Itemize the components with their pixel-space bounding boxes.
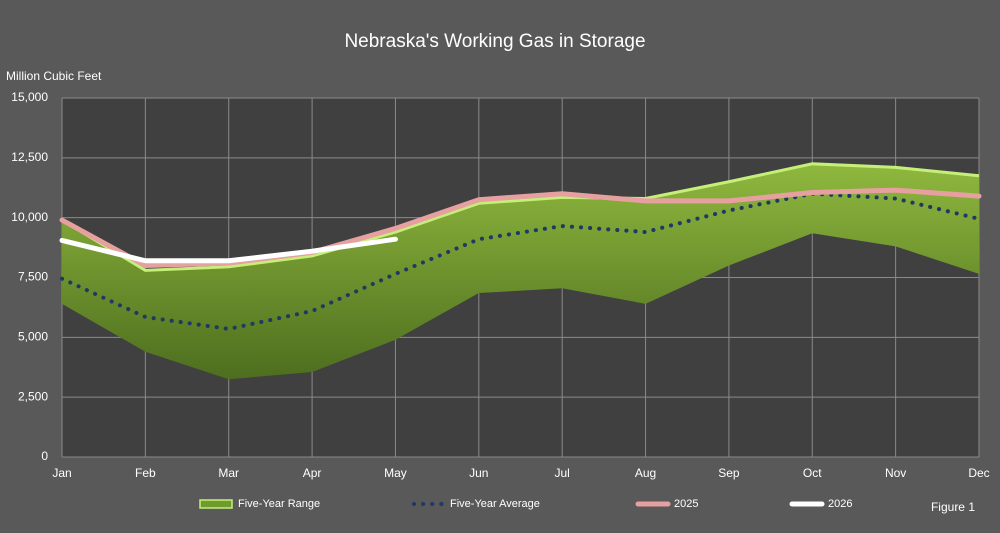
legend-label: Five-Year Average	[450, 498, 540, 510]
y-axis-label: Million Cubic Feet	[6, 69, 102, 83]
x-tick-label: Apr	[303, 466, 322, 480]
x-tick-label: Oct	[803, 466, 822, 480]
y-tick-label: 12,500	[11, 150, 48, 164]
y-tick-label: 2,500	[18, 389, 48, 403]
y-tick-label: 5,000	[18, 330, 48, 344]
series-line	[59, 187, 982, 269]
x-tick-label: Sep	[718, 466, 740, 480]
x-tick-label: May	[384, 466, 407, 480]
legend-label: 2025	[674, 498, 698, 510]
series-line	[59, 236, 398, 264]
series-line	[60, 191, 981, 331]
y-tick-label: 15,000	[11, 90, 48, 104]
figure-note: Figure 1	[931, 500, 975, 514]
range-area	[62, 163, 979, 380]
x-tick-label: Jul	[555, 466, 570, 480]
x-tick-label: Mar	[218, 466, 239, 480]
x-tick-label: Dec	[968, 466, 989, 480]
x-tick-label: Feb	[135, 466, 156, 480]
range-top-edge	[61, 162, 980, 272]
x-tick-label: Jan	[52, 466, 71, 480]
legend-label: Five-Year Range	[238, 498, 320, 510]
legend-swatch	[199, 499, 233, 509]
y-tick-label: 10,000	[11, 210, 48, 224]
y-tick-label: 0	[41, 449, 48, 463]
y-tick-label: 7,500	[18, 270, 48, 284]
legend-label: 2026	[828, 498, 852, 510]
x-tick-label: Nov	[885, 466, 906, 480]
chart-title: Nebraska's Working Gas in Storage	[344, 31, 645, 52]
x-tick-label: Jun	[469, 466, 488, 480]
x-tick-label: Aug	[635, 466, 656, 480]
